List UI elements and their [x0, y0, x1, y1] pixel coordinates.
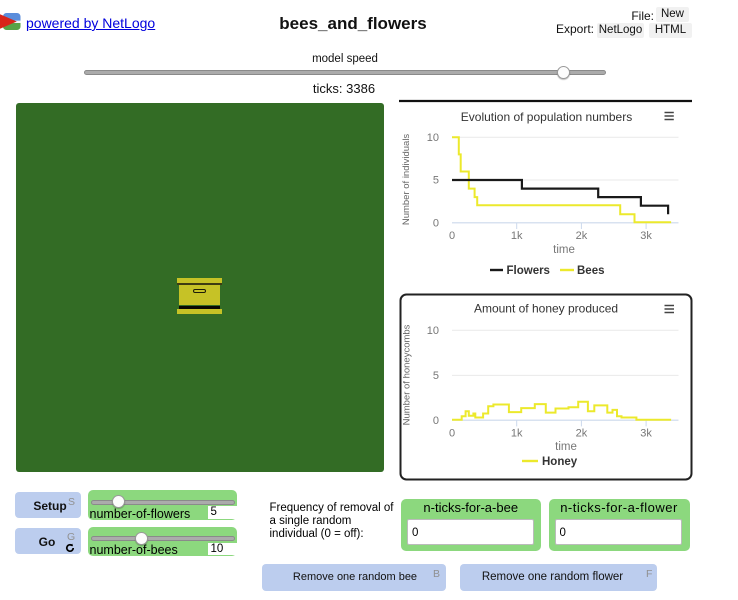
svg-text:0: 0 [449, 230, 455, 242]
svg-text:time: time [553, 244, 575, 256]
svg-text:Flowers: Flowers [507, 265, 550, 277]
svg-text:10: 10 [427, 325, 439, 337]
svg-text:Number of honeycombs: Number of honeycombs [402, 324, 413, 425]
svg-text:Honey: Honey [542, 456, 578, 468]
svg-text:2k: 2k [576, 427, 588, 439]
svg-text:Number of individuals: Number of individuals [401, 134, 412, 226]
svg-text:5: 5 [433, 174, 439, 186]
svg-text:time: time [555, 441, 577, 453]
svg-text:1k: 1k [511, 427, 523, 439]
svg-text:2k: 2k [576, 230, 588, 242]
svg-text:0: 0 [449, 427, 455, 439]
svg-text:Evolution of population number: Evolution of population numbers [461, 110, 632, 124]
svg-text:1k: 1k [511, 230, 523, 242]
svg-text:0: 0 [433, 415, 439, 427]
svg-text:3k: 3k [640, 427, 652, 439]
svg-text:5: 5 [433, 370, 439, 382]
svg-text:Amount of honey produced: Amount of honey produced [474, 302, 618, 316]
svg-text:3k: 3k [640, 230, 652, 242]
svg-text:Bees: Bees [577, 265, 605, 277]
svg-text:0: 0 [433, 218, 439, 230]
svg-text:10: 10 [427, 132, 439, 144]
